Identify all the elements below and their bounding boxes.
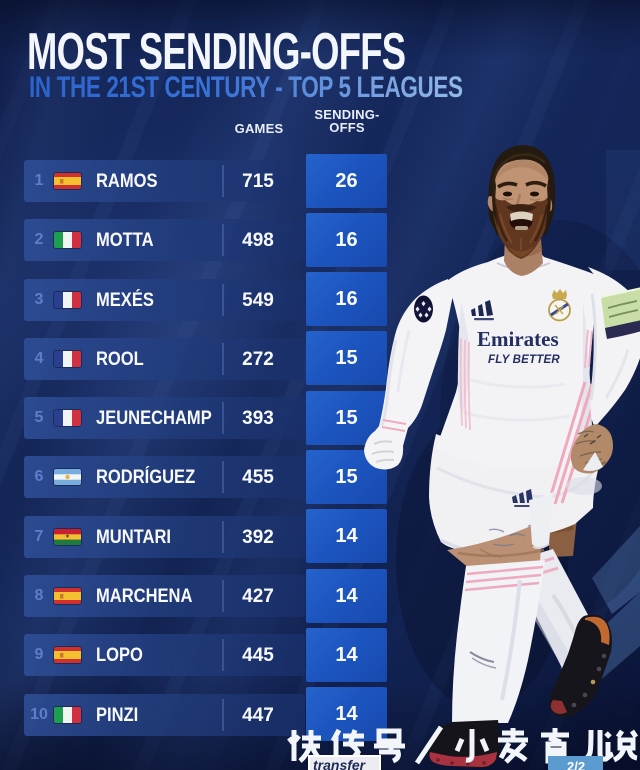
svg-text:2/2: 2/2 xyxy=(567,759,585,770)
svg-text:Emirates: Emirates xyxy=(477,327,559,351)
svg-text:FLY BETTER: FLY BETTER xyxy=(488,354,560,366)
svg-text:transfer: transfer xyxy=(313,757,367,770)
